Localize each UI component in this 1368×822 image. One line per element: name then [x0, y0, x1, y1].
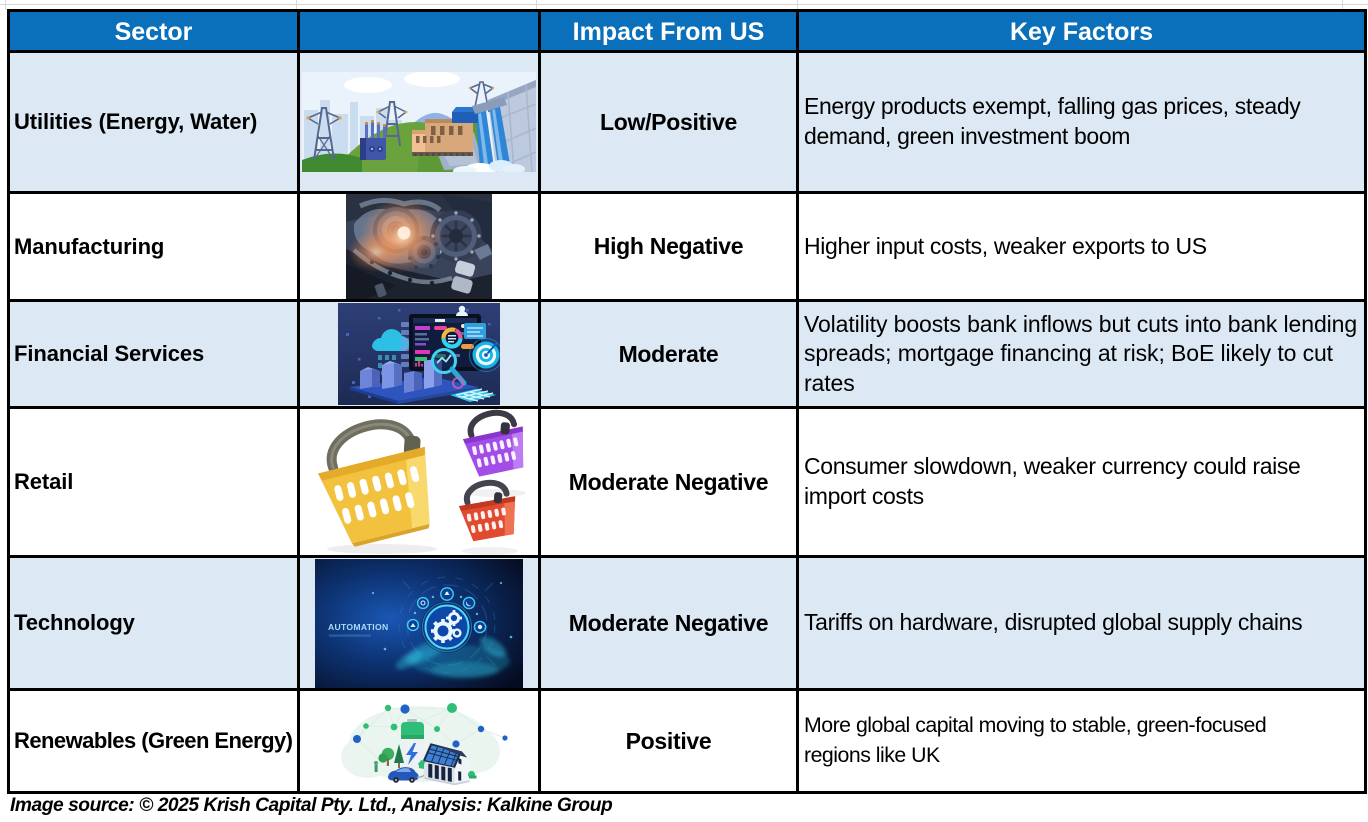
svg-text:AUTOMATION: AUTOMATION	[328, 622, 388, 632]
